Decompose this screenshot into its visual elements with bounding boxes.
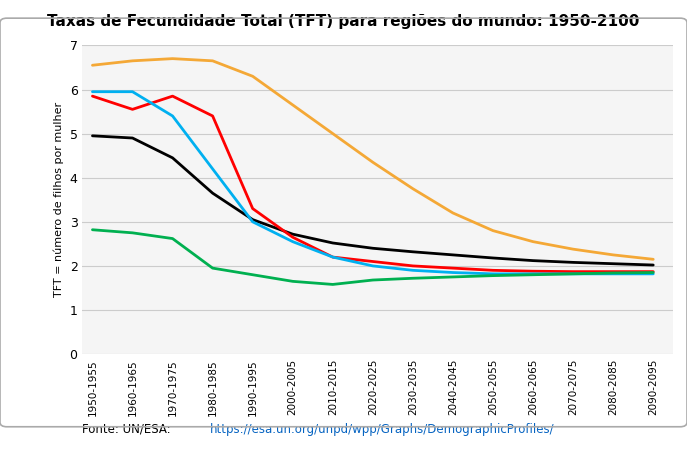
Text: https://esa.un.org/unpd/wpp/Graphs/DemographicProfiles/: https://esa.un.org/unpd/wpp/Graphs/Demog… — [210, 423, 554, 436]
Text: Fonte: UN/ESA:: Fonte: UN/ESA: — [82, 423, 174, 436]
Y-axis label: TFT = número de filhos por mulher: TFT = número de filhos por mulher — [54, 102, 64, 297]
Text: Taxas de Fecundidade Total (TFT) para regiões do mundo: 1950-2100: Taxas de Fecundidade Total (TFT) para re… — [47, 14, 640, 29]
